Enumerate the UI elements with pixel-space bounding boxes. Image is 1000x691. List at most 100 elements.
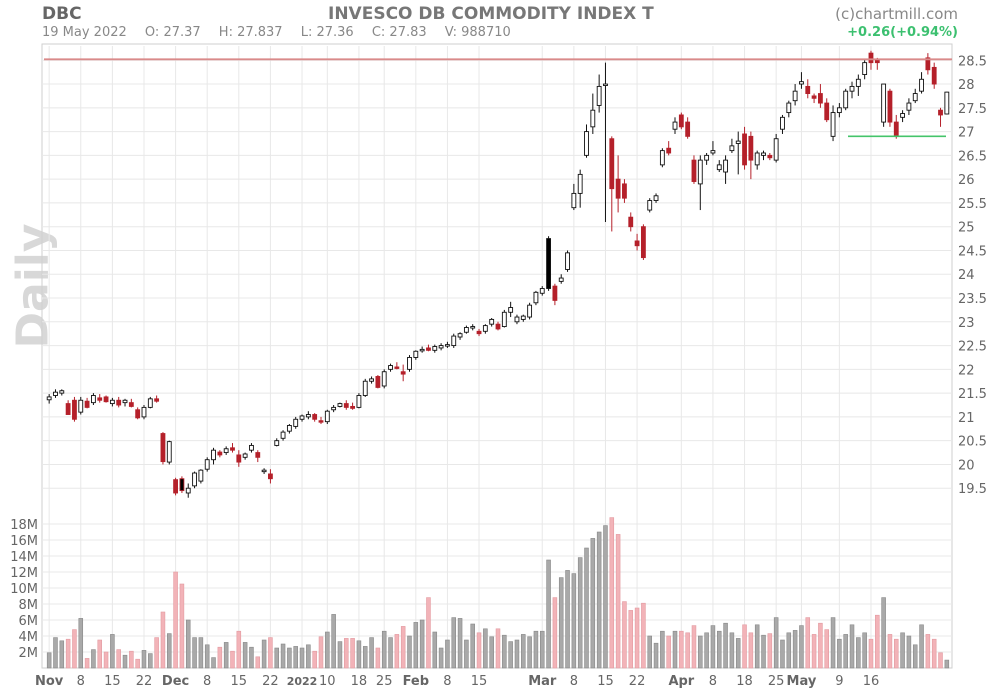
candle-body [337,403,343,407]
candle-body [91,395,96,404]
date-tick-label: 22 [629,674,646,689]
volume-tick-label: 18M [10,518,38,533]
volume-bar [419,619,425,669]
volume-bar [527,636,532,669]
candle-body [640,226,646,259]
candle-body [463,327,469,333]
candle-body [179,478,185,492]
candle-body [426,347,431,351]
volume-bar [129,650,134,669]
candle-body [324,410,330,423]
volume-bar [331,614,336,669]
volume-bar [925,634,931,669]
volume-bar [198,637,204,669]
price-tick-label: 24 [958,268,975,283]
candle-body [773,138,779,161]
price-tick-label: 25 [958,221,975,236]
volume-bar [381,630,387,669]
volume-bar [792,630,798,669]
candle-body [280,431,286,439]
volume-bar [426,597,431,669]
candle-body [685,121,691,137]
volume-bar [318,636,324,669]
candle-body [217,451,223,456]
volume-bar [868,638,874,669]
volume-bar [849,624,855,669]
candle-body [849,85,855,92]
volume-bar [912,644,918,669]
candle-body [274,440,280,446]
volume-tick-label: 2M [19,646,39,661]
candle-body [185,487,191,494]
volume-bar [375,647,381,669]
candle-body [780,116,785,130]
candle-body [451,335,457,347]
candle-body [286,425,292,432]
candle-body [407,357,412,370]
candle-body [590,109,596,128]
volume-bar [312,650,317,669]
volume-bar [457,618,463,669]
candle-body [65,403,71,415]
volume-bar [483,628,488,669]
price-tick-label: 19.5 [958,482,987,497]
candle-body [634,240,640,247]
candle-body [128,402,134,407]
candle-body [792,90,798,102]
candle-body [400,371,406,375]
volume-bar [59,640,65,669]
candle-body [938,109,943,116]
price-tick-label: 28.5 [958,54,987,69]
candle-body [678,114,684,128]
volume-tick-label: 12M [10,566,38,581]
candle-body [388,365,393,370]
candle-body [154,398,160,402]
volume-bar [154,637,159,669]
low-value: L: 27.36 [300,25,354,40]
candle-body [457,333,463,338]
candle-body [704,154,710,161]
volume-tick-label: 16M [10,534,38,549]
candlesticks [46,50,950,498]
candle-body [742,133,747,166]
volume-bar [306,644,311,669]
volume-tick-label: 10M [10,582,38,597]
candle-body [78,399,84,413]
candle-body [596,85,602,106]
volume-bar [622,601,627,669]
candle-body [476,330,482,335]
candle-body [647,200,653,211]
volume-bar [539,630,545,669]
candle-body [881,83,887,123]
volume-bar [546,559,551,669]
candle-body [735,140,741,144]
candle-body [173,479,179,494]
volume-bar [691,625,697,669]
candle-body [533,291,539,304]
candle-body [109,399,115,405]
volume-bar [369,637,374,669]
volume-bar [167,633,172,669]
volume-bar [856,637,861,669]
candle-body [603,83,608,86]
candle-body [912,93,918,102]
volume-bar [653,642,659,669]
date-tick-label: 15 [231,674,248,689]
volume-bar [754,624,760,669]
source-credit[interactable]: (c)chartmill.com [835,5,958,23]
candle-body [394,366,400,369]
candle-body [571,192,577,209]
volume-value: V: 988710 [444,25,511,40]
volume-bar [558,577,564,669]
level-lines [44,58,952,138]
volume-bar [78,618,84,669]
volume-bar [495,628,501,669]
volume-tick-label: 6M [19,614,39,629]
volume-bar [242,642,248,669]
high-value: H: 27.837 [218,25,283,40]
candle-body [925,57,931,71]
open-value: O: 27.37 [144,25,201,40]
candle-body [552,285,558,301]
candle-body [293,418,299,427]
